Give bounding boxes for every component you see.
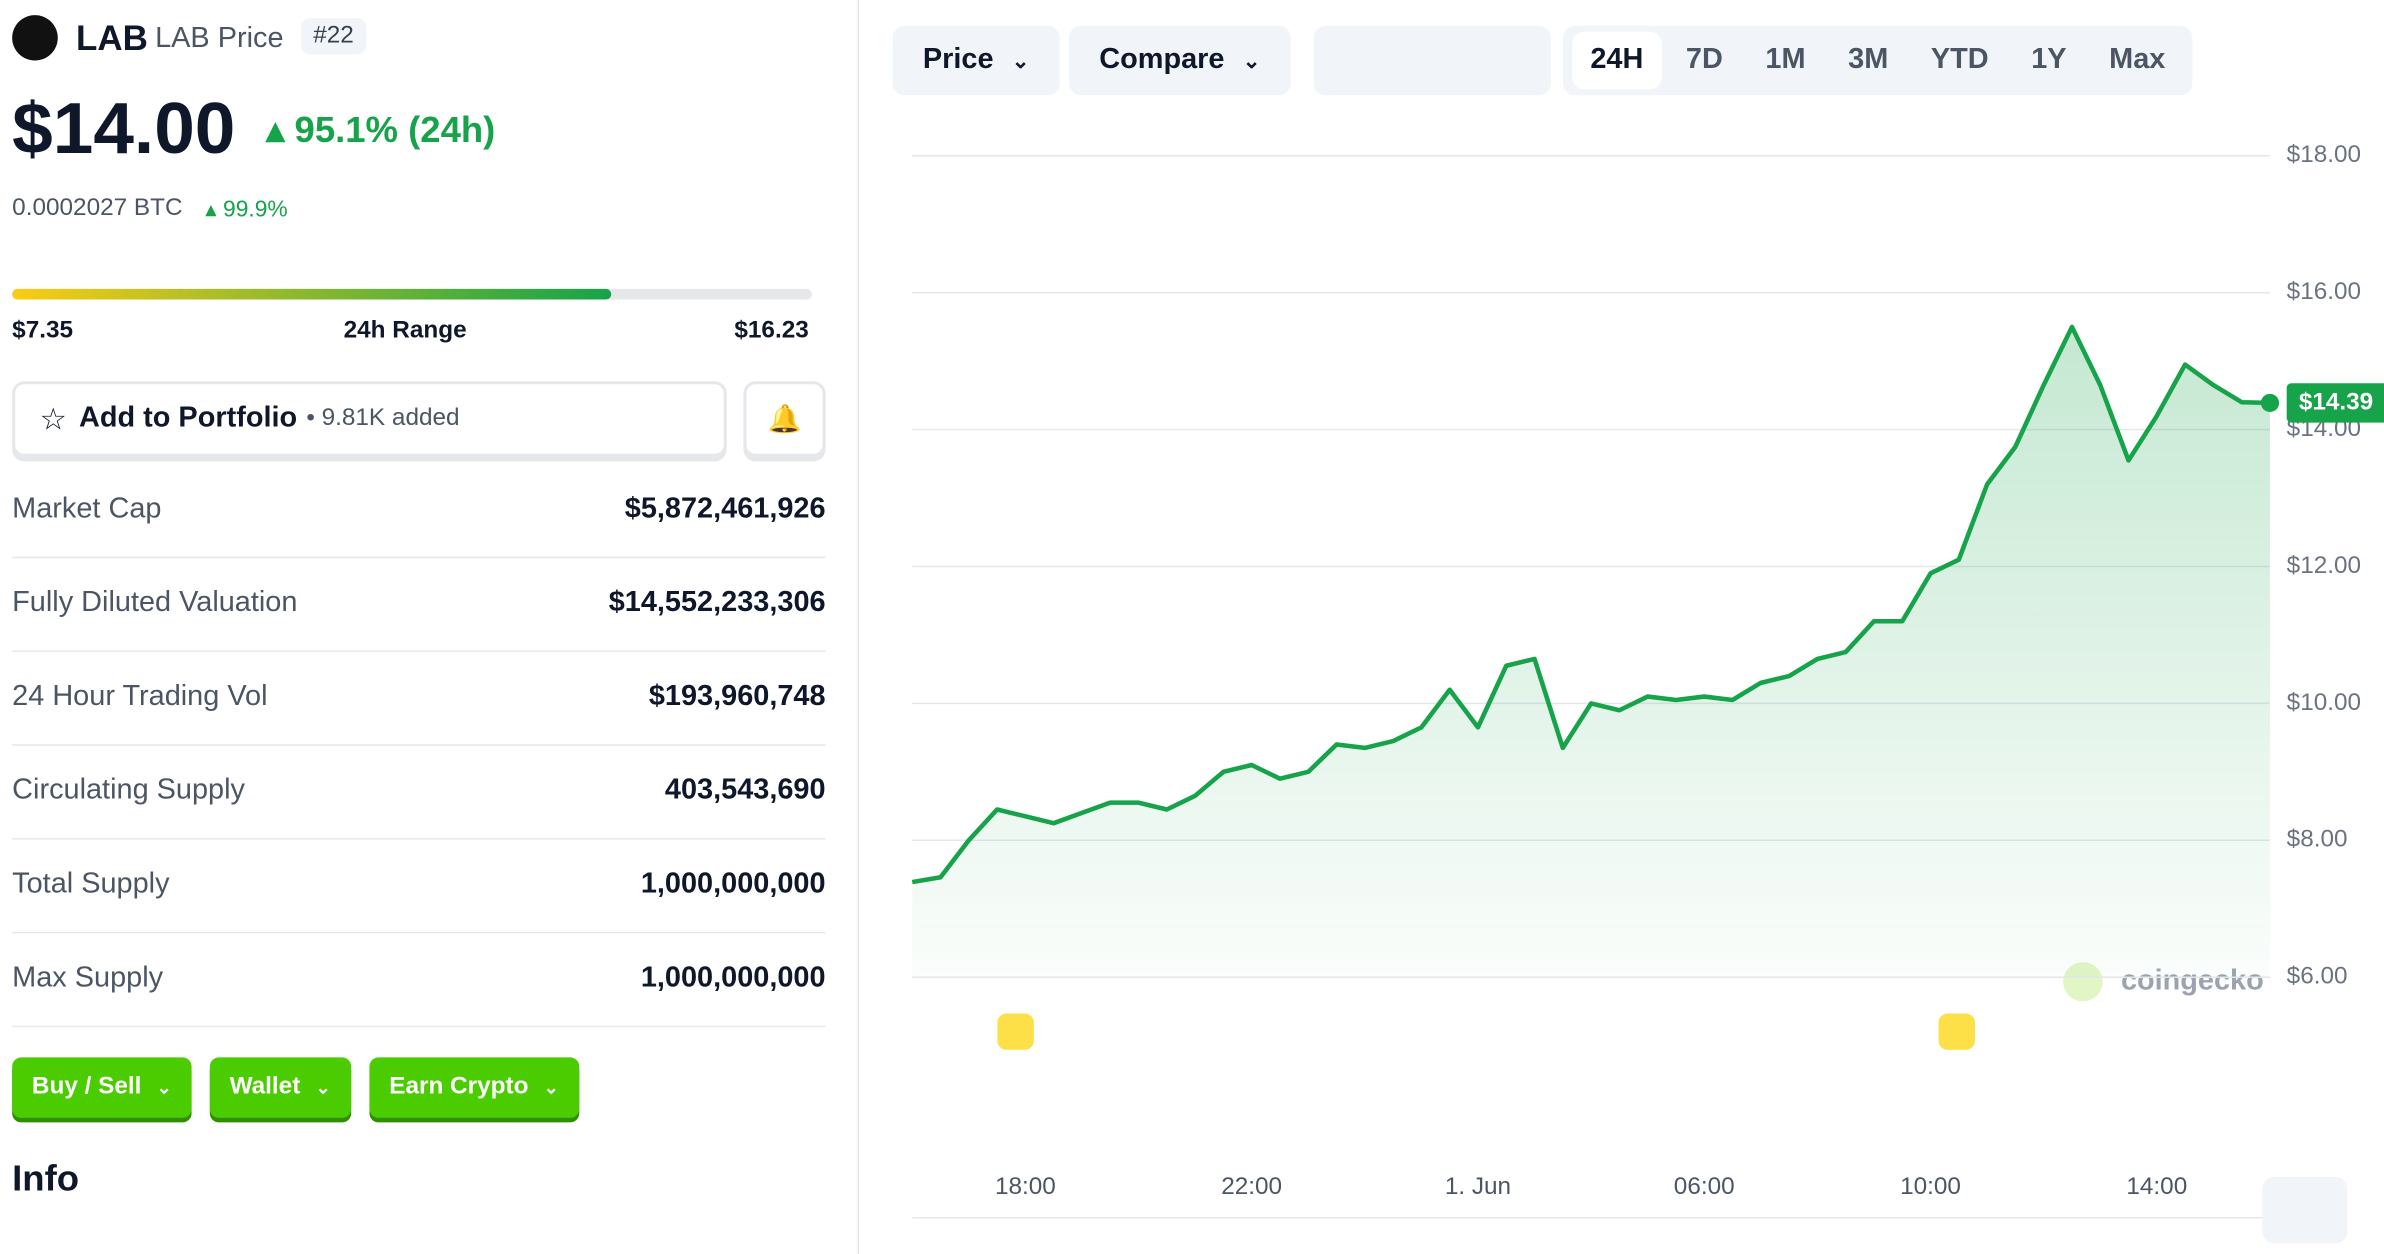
stat-label: Market Cap [12, 493, 162, 525]
action-button[interactable]: Buy / Sell ⌄ [12, 1057, 192, 1118]
action-button[interactable]: Earn Crypto ⌄ [369, 1057, 579, 1118]
stat-value: 403,543,690 [664, 774, 826, 807]
stat-label: Total Supply [12, 868, 170, 901]
stat-row: Market Cap $5,872,461,926 [12, 463, 826, 559]
portfolio-label: Add to Portfolio [78, 402, 298, 435]
menu-label: Price [922, 43, 994, 76]
alert-button[interactable]: 🔔 [743, 381, 826, 457]
y-tick-label: $10.00 [2287, 689, 2361, 716]
divider [857, 0, 860, 1254]
period-group: 24H 7D 1M 3M YTD 1Y Max [1562, 25, 2193, 96]
range-low: $7.35 [12, 317, 74, 344]
x-tick-label: 10:00 [1900, 1173, 1961, 1200]
logo [12, 15, 58, 61]
period-button[interactable]: Max [2109, 43, 2166, 76]
stat-row: Max Supply 1,000,000,000 [12, 932, 826, 1028]
y-tick-label: $12.00 [2287, 552, 2361, 579]
stat-value: $14,552,233,306 [608, 586, 826, 619]
range-label: 24h Range [343, 317, 467, 344]
stat-row: 24 Hour Trading Vol $193,960,748 [12, 650, 826, 746]
x-tick-label: 1. Jun [1445, 1173, 1511, 1200]
stat-label: 24 Hour Trading Vol [12, 680, 268, 713]
action-label: Buy / Sell [31, 1074, 142, 1100]
area [912, 326, 2270, 978]
range-track [12, 288, 812, 300]
chevron: ⌄ [543, 1077, 559, 1099]
action-label: Wallet [229, 1074, 301, 1100]
change: 95.1% (24h) [294, 110, 496, 152]
chevron: ⌄ [1242, 47, 1261, 72]
period-button[interactable]: YTD [1930, 43, 1989, 76]
chart-type-group [1313, 25, 1551, 96]
coin-name: LAB Price [155, 22, 284, 55]
menu-button[interactable]: Compare ⌄ [1068, 25, 1291, 96]
period-button[interactable]: 1M [1765, 43, 1806, 76]
range-fill [12, 288, 612, 300]
x-tick-label: 22:00 [1221, 1173, 1282, 1200]
period-button[interactable]: 3M [1848, 43, 1889, 76]
period-button[interactable]: 1Y [2031, 43, 2067, 76]
chevron: ⌄ [156, 1077, 172, 1099]
chevron: ⌄ [1011, 47, 1030, 72]
y-tick-label: $8.00 [2287, 826, 2348, 853]
price-line [911, 324, 2271, 885]
chart: coingecko $6.00$8.00$10.00$12.00$14.00$1… [911, 141, 2384, 1244]
range-high: $16.23 [734, 317, 809, 344]
stat-row: Fully Diluted Valuation $14,552,233,306 [12, 557, 826, 652]
period-button[interactable]: 24H [1572, 31, 1662, 90]
stat-row: Circulating Supply 403,543,690 [12, 744, 826, 840]
last-label: $14.39 [2299, 388, 2373, 415]
stat-value: 1,000,000,000 [640, 962, 826, 994]
stat-row: Total Supply 1,000,000,000 [12, 838, 826, 934]
action-button[interactable]: Wallet ⌄ [209, 1057, 351, 1118]
menu-label: Compare [1099, 43, 1225, 76]
price: $14.00 [12, 89, 236, 170]
x-tick-label: 18:00 [995, 1173, 1056, 1200]
event-marker[interactable] [997, 1013, 1034, 1050]
btc-change: ▴ 99.9% [205, 196, 288, 223]
btc-price: 0.0002027 BTC [12, 195, 183, 221]
portfolio-button[interactable]: ☆ Add to Portfolio • 9.81K added [12, 381, 727, 457]
scroll-top[interactable] [2262, 1176, 2348, 1244]
symbol: LAB [76, 18, 148, 58]
stat-label: Fully Diluted Valuation [12, 586, 298, 619]
last-point [2260, 393, 2280, 412]
portfolio-count: • 9.81K added [306, 405, 460, 432]
y-tick-label: $6.00 [2287, 963, 2348, 990]
info-heading: Info [12, 1158, 80, 1200]
y-tick-label: $16.00 [2287, 278, 2361, 305]
x-tick-label: 14:00 [2126, 1173, 2187, 1200]
y-tick-label: $18.00 [2287, 141, 2361, 168]
rank: #22 [301, 18, 366, 55]
stat-value: $5,872,461,926 [624, 493, 826, 525]
menu-button[interactable]: Price ⌄ [892, 25, 1061, 96]
x-tick-label: 06:00 [1674, 1173, 1735, 1200]
stat-value: 1,000,000,000 [640, 868, 826, 901]
price-change: ▴ 95.1% (24h) [266, 110, 496, 152]
stat-label: Circulating Supply [12, 774, 245, 807]
stat-label: Max Supply [12, 962, 164, 994]
period-button[interactable]: 7D [1685, 43, 1723, 76]
action-label: Earn Crypto [389, 1074, 529, 1100]
chevron: ⌄ [315, 1077, 331, 1099]
stat-value: $193,960,748 [648, 680, 826, 713]
btc-change-value: 99.9% [223, 196, 288, 223]
last-label-box [2286, 383, 2384, 423]
event-marker[interactable] [1938, 1013, 1975, 1050]
